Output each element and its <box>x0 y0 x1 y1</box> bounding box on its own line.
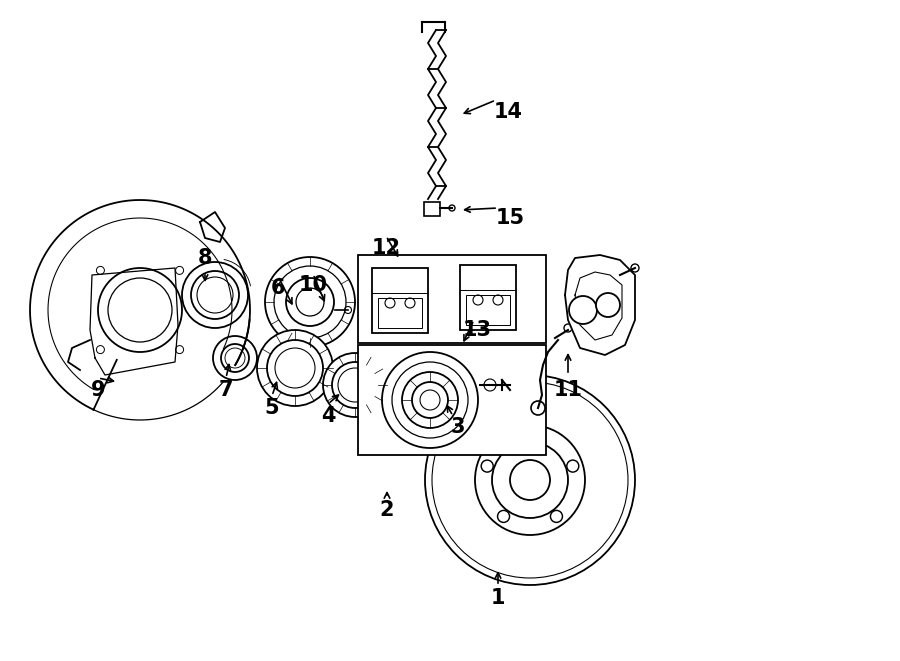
Text: 10: 10 <box>299 275 328 295</box>
Text: 9: 9 <box>91 380 105 400</box>
Text: 13: 13 <box>463 320 491 340</box>
Circle shape <box>596 293 620 317</box>
FancyBboxPatch shape <box>372 268 428 333</box>
Text: 7: 7 <box>219 380 233 400</box>
Text: 5: 5 <box>265 398 279 418</box>
Circle shape <box>531 401 545 415</box>
Text: 4: 4 <box>320 406 335 426</box>
Bar <box>358 345 546 455</box>
Text: 2: 2 <box>380 500 394 520</box>
FancyBboxPatch shape <box>424 202 440 216</box>
FancyBboxPatch shape <box>460 265 516 330</box>
Text: 8: 8 <box>198 248 212 268</box>
Polygon shape <box>565 255 635 355</box>
Circle shape <box>213 336 257 380</box>
Circle shape <box>182 262 248 328</box>
Circle shape <box>484 379 496 391</box>
Text: 15: 15 <box>495 208 525 228</box>
Text: 6: 6 <box>271 278 285 298</box>
Text: 14: 14 <box>493 102 523 122</box>
Circle shape <box>265 257 355 347</box>
Circle shape <box>382 352 478 448</box>
Circle shape <box>257 330 333 406</box>
Circle shape <box>569 296 597 324</box>
Text: 11: 11 <box>554 380 582 400</box>
Text: 3: 3 <box>451 417 465 437</box>
Circle shape <box>323 353 387 417</box>
Text: 1: 1 <box>491 588 505 608</box>
Text: 12: 12 <box>372 238 400 258</box>
Bar <box>358 255 546 343</box>
